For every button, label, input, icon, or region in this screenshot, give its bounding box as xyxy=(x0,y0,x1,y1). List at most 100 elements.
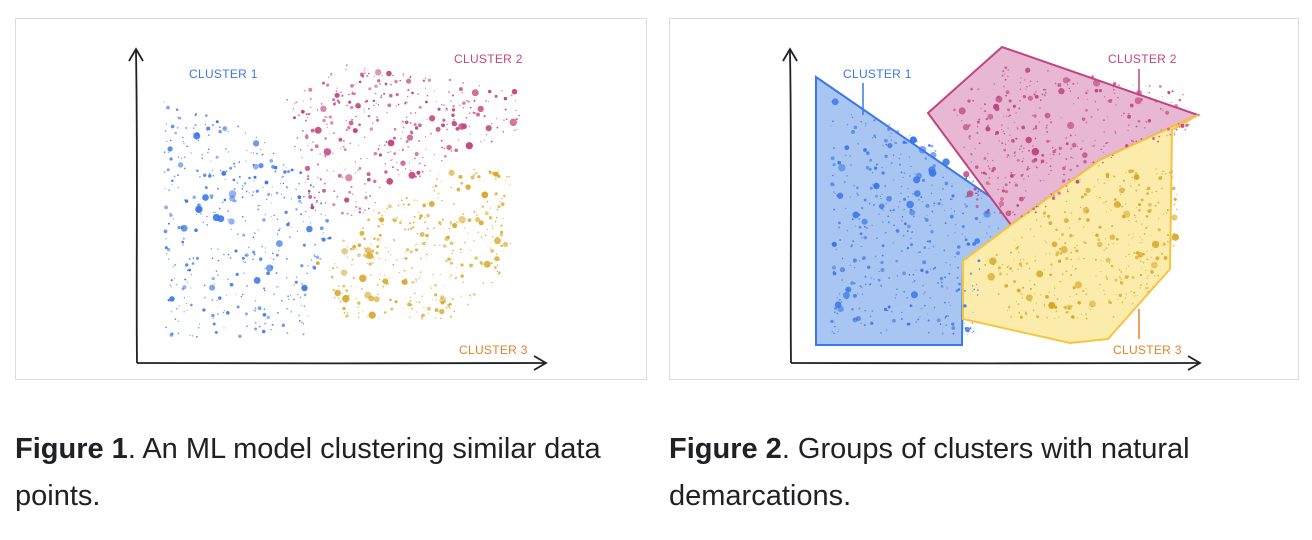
cluster-2-point xyxy=(409,75,412,78)
cluster-1-point xyxy=(886,309,889,312)
cluster-2-point xyxy=(441,104,443,106)
cluster-2-point xyxy=(332,202,336,207)
cluster-3-point xyxy=(385,283,388,286)
cluster-3-point xyxy=(1086,218,1090,222)
cluster-3-point xyxy=(421,241,426,246)
cluster-3-point xyxy=(1147,209,1152,214)
cluster-2-point xyxy=(348,190,352,194)
cluster-1-point xyxy=(861,293,864,295)
cluster-2-point xyxy=(310,148,314,152)
cluster-2-point xyxy=(381,75,383,77)
cluster-1-point xyxy=(875,163,878,166)
cluster-1-point xyxy=(217,313,219,315)
cluster-1-point xyxy=(887,215,890,218)
cluster-1-point xyxy=(900,318,903,320)
cluster-3-point xyxy=(1105,229,1107,231)
cluster-1-point xyxy=(252,309,254,311)
cluster-1-point xyxy=(223,198,227,202)
cluster-2-point xyxy=(1069,90,1072,92)
cluster-2-point xyxy=(414,175,417,178)
cluster-2-point xyxy=(471,89,479,97)
cluster-3-point xyxy=(1077,301,1081,305)
cluster-3-point xyxy=(477,231,480,234)
cluster-2-point xyxy=(442,118,446,122)
cluster-3-point xyxy=(363,247,366,250)
cluster-1-point xyxy=(183,143,185,145)
cluster-1-point xyxy=(229,166,232,170)
cluster-2-point xyxy=(354,210,356,212)
cluster-1-point xyxy=(961,233,963,235)
cluster-2-point xyxy=(1117,96,1119,99)
cluster-3-point xyxy=(449,276,451,278)
cluster-1-point xyxy=(930,230,934,234)
cluster-1-point xyxy=(974,238,980,244)
cluster-1-point xyxy=(270,215,272,217)
cluster-1-point xyxy=(971,331,973,333)
cluster-3-point xyxy=(1064,211,1066,214)
cluster-3-point xyxy=(475,217,481,223)
cluster-2-point xyxy=(1070,156,1072,159)
cluster-1-point xyxy=(203,284,206,287)
cluster-1-point xyxy=(942,188,944,190)
cluster-2-point xyxy=(1103,131,1105,133)
cluster-1-point xyxy=(281,323,285,327)
cluster-3-point xyxy=(1135,220,1138,223)
cluster-1-point xyxy=(295,208,298,211)
cluster-2-point xyxy=(496,117,498,120)
cluster-2-point xyxy=(416,170,421,175)
cluster-3-point xyxy=(402,207,404,209)
cluster-2-point xyxy=(446,123,448,126)
cluster-2-point xyxy=(456,124,458,126)
cluster-2-point xyxy=(985,181,990,185)
cluster-1-point xyxy=(978,268,981,270)
cluster-1-point xyxy=(206,126,211,131)
cluster-2-point xyxy=(374,92,377,95)
cluster-3-point xyxy=(1095,233,1099,238)
cluster-3-point xyxy=(377,211,381,215)
cluster-1-point xyxy=(868,202,871,205)
cluster-2-point xyxy=(1050,118,1052,121)
cluster-2-point xyxy=(1076,164,1079,168)
cluster-2-point xyxy=(462,82,464,84)
cluster-1-point xyxy=(192,257,195,259)
cluster-2-point xyxy=(1002,115,1005,117)
cluster-3-point xyxy=(424,221,427,224)
cluster-1-point xyxy=(271,165,275,169)
cluster-1-point xyxy=(306,272,308,275)
cluster-1-point xyxy=(241,188,244,190)
cluster-2-point xyxy=(418,123,422,128)
cluster-2-point xyxy=(977,190,980,193)
cluster-2-point xyxy=(1114,92,1116,94)
cluster-3-point xyxy=(473,174,475,176)
cluster-1-point xyxy=(950,305,952,307)
cluster-2-point xyxy=(968,136,970,138)
cluster-3-point xyxy=(447,304,450,307)
cluster-2-point xyxy=(340,147,342,149)
cluster-1-point xyxy=(931,210,934,213)
cluster-2-point xyxy=(1125,144,1129,148)
cluster-2-point xyxy=(1003,85,1005,88)
cluster-1-point xyxy=(967,333,969,335)
cluster-2-point xyxy=(1044,197,1046,199)
cluster-1-point xyxy=(235,293,236,295)
cluster-1-point xyxy=(964,326,971,333)
cluster-1-point xyxy=(832,271,837,276)
cluster-1-point xyxy=(240,295,243,298)
cluster-3-label: CLUSTER 3 xyxy=(459,343,528,357)
cluster-2-point xyxy=(323,182,326,185)
cluster-2-point xyxy=(334,92,340,98)
cluster-2-point xyxy=(399,79,401,82)
cluster-1-point xyxy=(886,155,888,157)
cluster-2-point xyxy=(956,114,958,116)
cluster-3-point xyxy=(423,306,425,309)
cluster-3-point xyxy=(1139,242,1141,244)
cluster-3-point xyxy=(403,269,406,272)
cluster-3-point xyxy=(1013,279,1017,284)
cluster-3-point xyxy=(1001,263,1004,266)
cluster-1-point xyxy=(194,124,197,127)
cluster-1-point xyxy=(900,171,903,174)
cluster-2-point xyxy=(998,140,1000,142)
cluster-2-point xyxy=(1184,128,1187,131)
cluster-2-point xyxy=(1027,175,1030,177)
cluster-1-point xyxy=(972,311,974,314)
